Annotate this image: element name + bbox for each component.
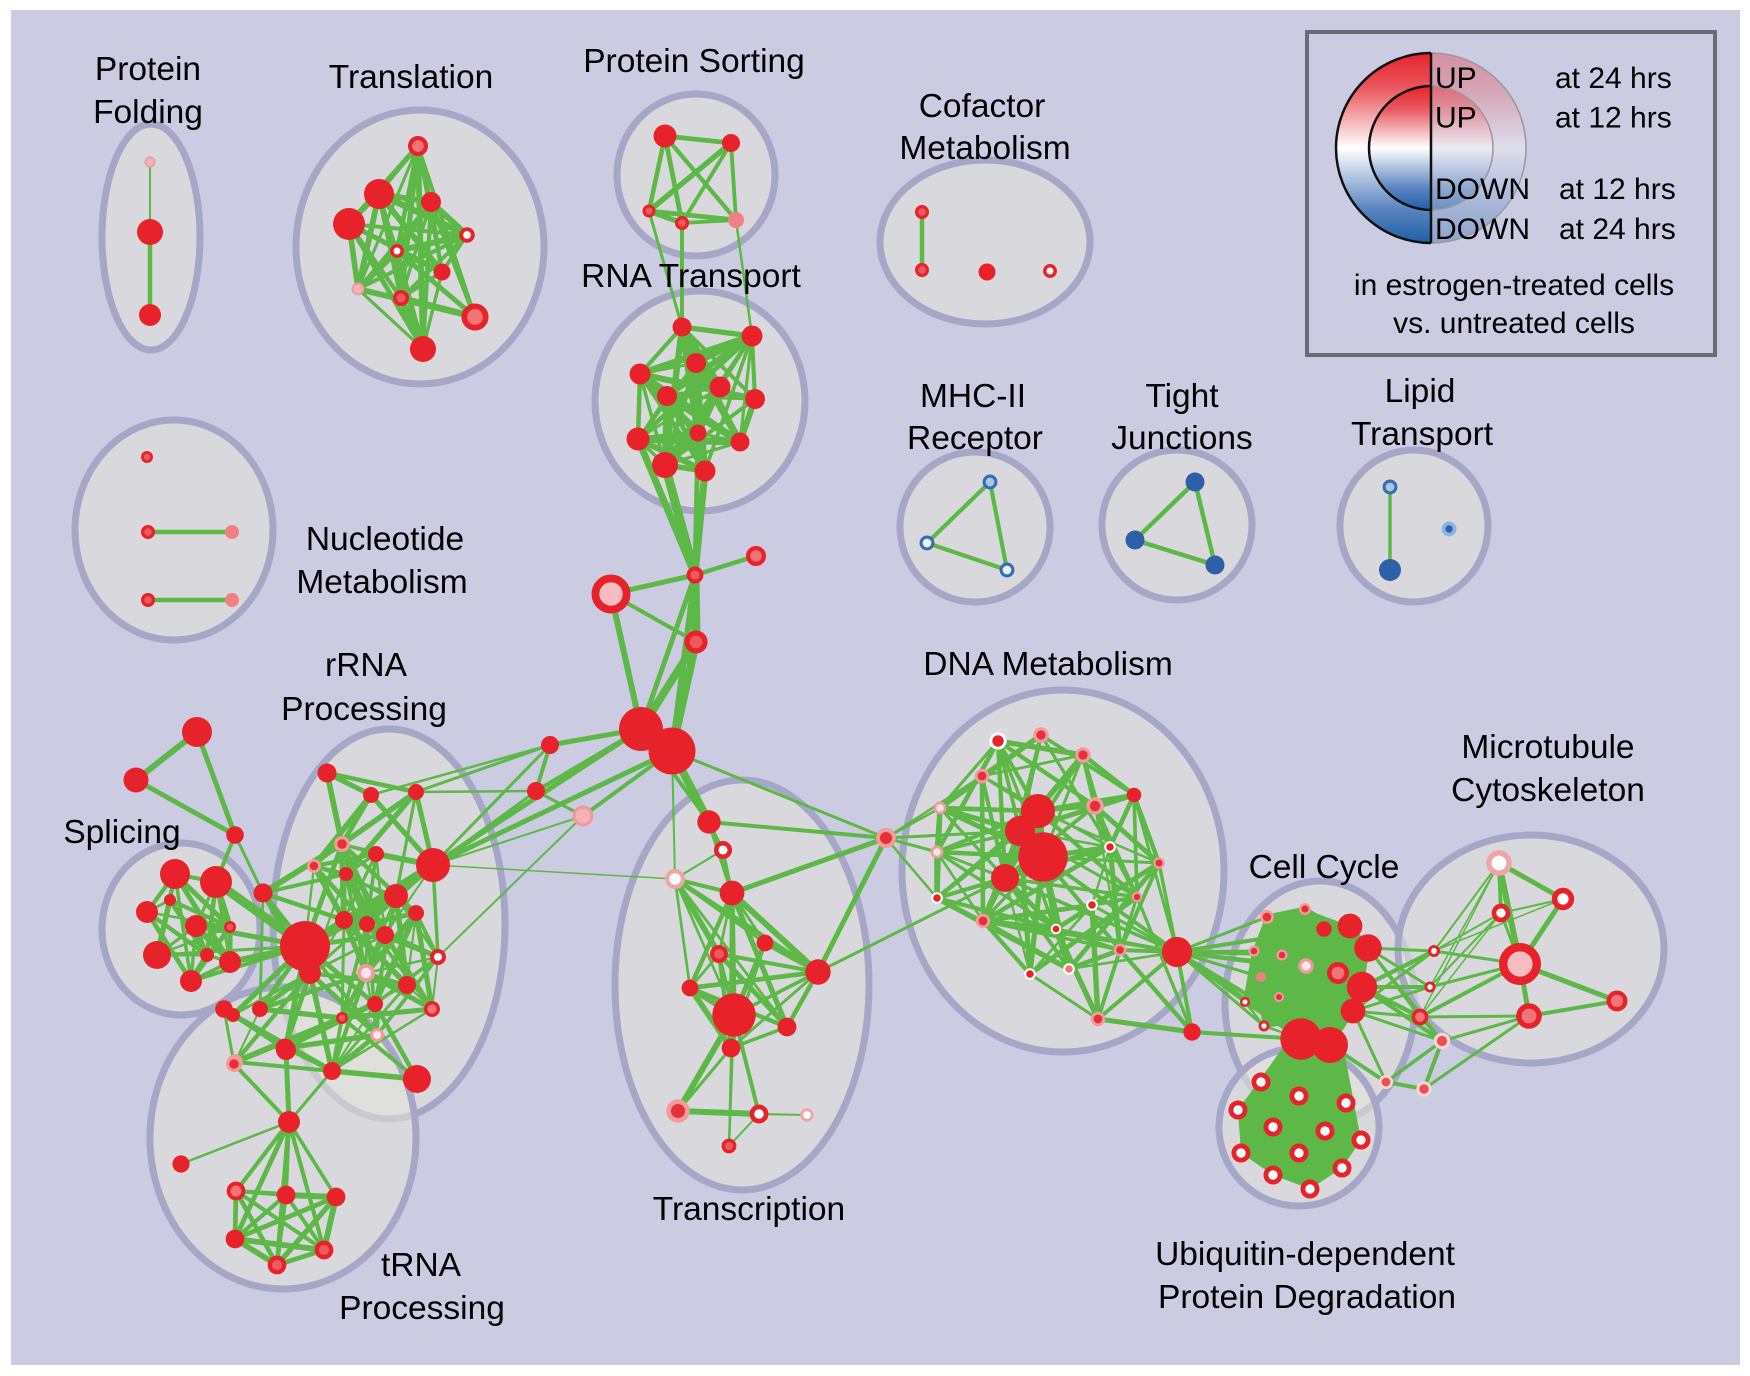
svg-text:Processing: Processing bbox=[339, 1290, 505, 1327]
svg-text:DOWN: DOWN bbox=[1435, 213, 1530, 246]
svg-text:in estrogen-treated cells: in estrogen-treated cells bbox=[1354, 269, 1674, 302]
svg-text:RNA Transport: RNA Transport bbox=[581, 258, 801, 295]
svg-text:Ubiquitin-dependent: Ubiquitin-dependent bbox=[1155, 1236, 1456, 1273]
svg-text:DOWN: DOWN bbox=[1435, 173, 1530, 206]
svg-text:Tight: Tight bbox=[1145, 378, 1219, 415]
svg-text:UP: UP bbox=[1435, 102, 1477, 135]
svg-text:Protein Sorting: Protein Sorting bbox=[583, 43, 805, 80]
svg-text:Translation: Translation bbox=[329, 59, 493, 96]
svg-text:at 12 hrs: at 12 hrs bbox=[1559, 173, 1676, 206]
svg-text:DNA Metabolism: DNA Metabolism bbox=[923, 646, 1172, 683]
svg-text:Folding: Folding bbox=[93, 94, 203, 131]
svg-text:Receptor: Receptor bbox=[907, 420, 1043, 457]
svg-text:Metabolism: Metabolism bbox=[296, 564, 467, 601]
svg-text:at 12 hrs: at 12 hrs bbox=[1555, 102, 1672, 135]
svg-text:Microtubule: Microtubule bbox=[1461, 729, 1634, 766]
svg-text:Transport: Transport bbox=[1351, 416, 1494, 453]
svg-text:Protein: Protein bbox=[95, 51, 201, 88]
svg-text:Lipid: Lipid bbox=[1385, 373, 1456, 410]
svg-text:Cytoskeleton: Cytoskeleton bbox=[1451, 772, 1645, 809]
svg-text:tRNA: tRNA bbox=[381, 1247, 462, 1284]
svg-text:Transcription: Transcription bbox=[653, 1191, 845, 1228]
svg-text:UP: UP bbox=[1435, 62, 1477, 95]
svg-text:Junctions: Junctions bbox=[1111, 420, 1253, 457]
svg-text:Metabolism: Metabolism bbox=[899, 130, 1070, 167]
svg-text:Cell Cycle: Cell Cycle bbox=[1249, 849, 1400, 886]
svg-text:Splicing: Splicing bbox=[63, 814, 180, 851]
svg-text:rRNA: rRNA bbox=[325, 647, 408, 684]
svg-text:MHC-II: MHC-II bbox=[920, 378, 1026, 415]
svg-text:at 24 hrs: at 24 hrs bbox=[1555, 62, 1672, 95]
svg-text:at 24 hrs: at 24 hrs bbox=[1559, 213, 1676, 246]
svg-text:Cofactor: Cofactor bbox=[919, 88, 1046, 125]
svg-text:Processing: Processing bbox=[281, 691, 447, 728]
svg-text:Nucleotide: Nucleotide bbox=[306, 521, 464, 558]
svg-text:vs. untreated cells: vs. untreated cells bbox=[1393, 307, 1635, 340]
svg-text:Protein Degradation: Protein Degradation bbox=[1158, 1279, 1456, 1316]
